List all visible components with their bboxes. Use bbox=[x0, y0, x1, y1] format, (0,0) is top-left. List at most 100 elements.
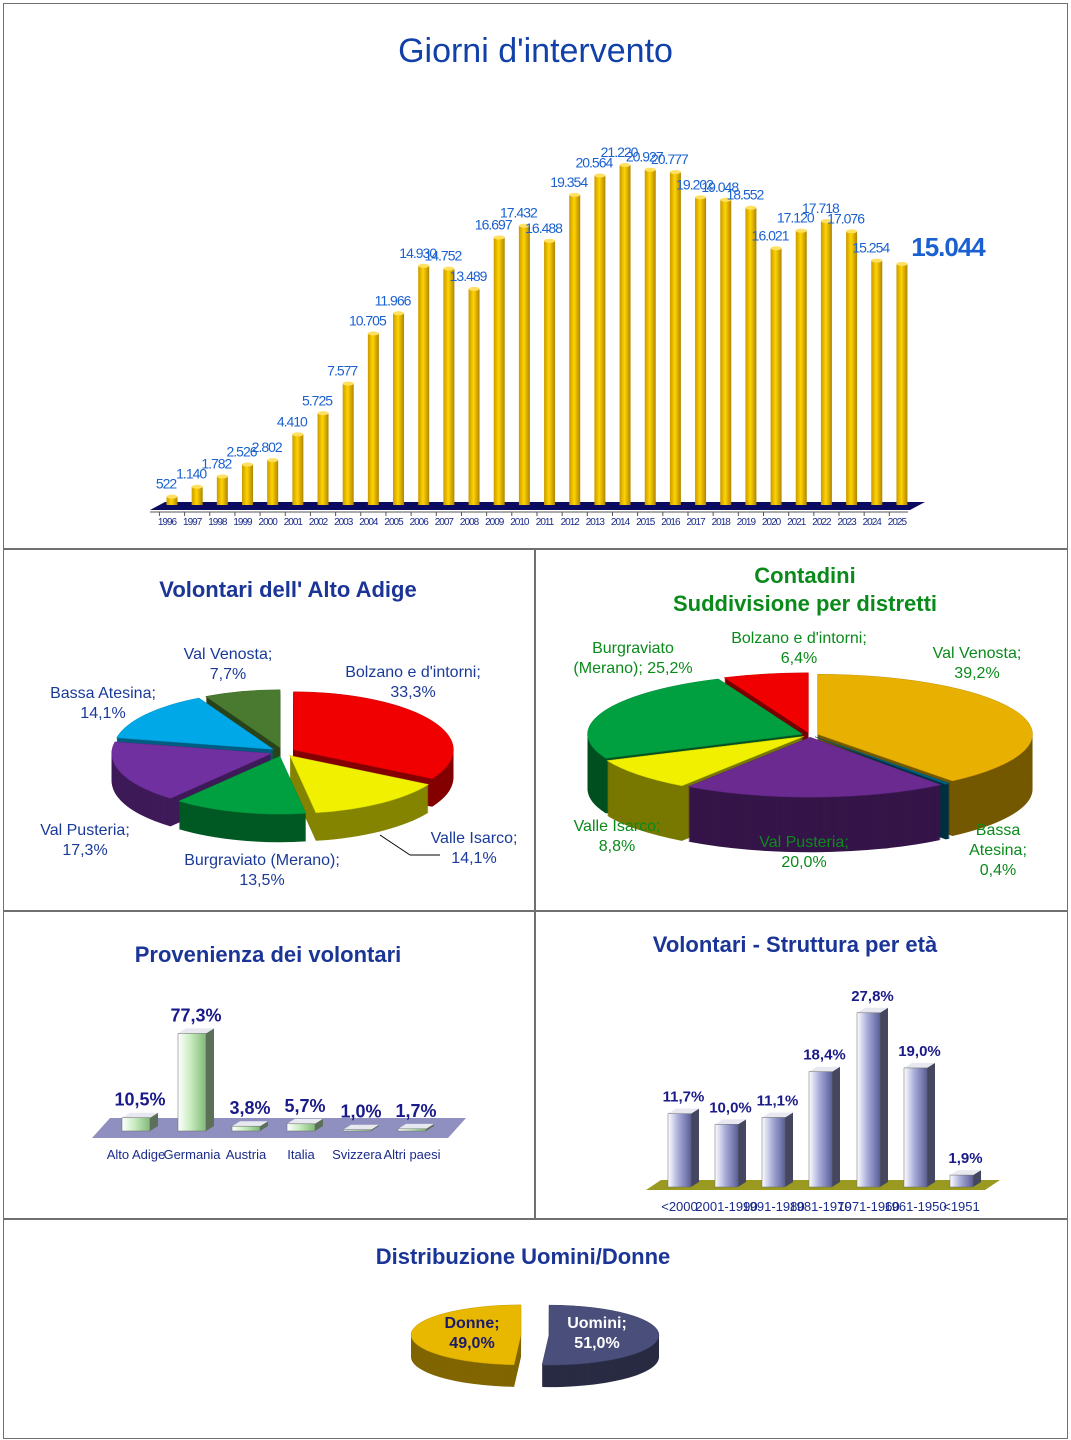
bar-top bbox=[122, 1112, 158, 1118]
bar bbox=[397, 1128, 427, 1132]
x-tick-label: 2021 bbox=[787, 517, 807, 528]
data-label: 5.725 bbox=[302, 392, 333, 408]
pie-slice bbox=[606, 736, 804, 787]
x-tick-label: 2016 bbox=[661, 517, 681, 528]
bar bbox=[468, 288, 480, 505]
pie-label: Valle Isarco8,8% bbox=[574, 817, 661, 857]
bar bbox=[903, 1067, 928, 1188]
data-label: 13.489 bbox=[450, 268, 488, 284]
pie-label: Val Venosta7,7% bbox=[184, 645, 273, 685]
bar-top bbox=[619, 163, 631, 167]
bar bbox=[770, 248, 782, 505]
chart-floor bbox=[150, 502, 925, 510]
pie-slice bbox=[687, 736, 942, 798]
bar-top bbox=[594, 173, 606, 178]
pie-slice bbox=[817, 674, 1033, 782]
data-label: 2.526 bbox=[226, 444, 257, 460]
bar-top bbox=[904, 1062, 935, 1068]
contadini-title: Contadini bbox=[754, 563, 856, 588]
bar-top bbox=[569, 192, 581, 197]
x-tick-label: 2002 bbox=[309, 517, 329, 528]
bar-side bbox=[832, 1066, 840, 1187]
bar-top bbox=[292, 432, 304, 437]
bar-top bbox=[242, 462, 254, 467]
bar-top bbox=[367, 331, 379, 336]
bar-top bbox=[343, 1124, 379, 1130]
bar bbox=[317, 413, 329, 505]
bar bbox=[342, 383, 354, 505]
data-label: 15.254 bbox=[852, 240, 890, 256]
bar-top bbox=[871, 258, 883, 263]
bar bbox=[644, 169, 656, 505]
bar-top bbox=[178, 1028, 214, 1034]
pie-slice bbox=[723, 672, 809, 734]
bar-side bbox=[738, 1119, 746, 1187]
bar bbox=[121, 1117, 151, 1132]
x-tick-label: 1991-1980 bbox=[742, 1199, 804, 1214]
bar-top bbox=[493, 235, 505, 240]
bar-top bbox=[393, 311, 405, 316]
x-tick-label: 2014 bbox=[611, 517, 631, 528]
data-label: 77,3% bbox=[170, 1005, 221, 1025]
bar-top bbox=[950, 1170, 981, 1176]
bar-top bbox=[317, 411, 329, 416]
bar-side bbox=[973, 1170, 981, 1187]
data-label: 14.752 bbox=[424, 248, 462, 264]
bar-side bbox=[206, 1028, 214, 1131]
data-label: 16.488 bbox=[525, 220, 563, 236]
x-tick-label: 1999 bbox=[233, 517, 253, 528]
pie-label: Val Pusteria17,3% bbox=[40, 821, 130, 861]
bar-top bbox=[468, 286, 480, 291]
eta-title: Volontari - Struttura per età bbox=[652, 932, 938, 957]
data-label: 7.577 bbox=[327, 363, 358, 379]
x-tick-label: 2007 bbox=[435, 517, 455, 528]
bar-top bbox=[644, 167, 656, 172]
bar-side bbox=[150, 1112, 158, 1131]
bar-side bbox=[785, 1112, 793, 1187]
data-label: 1,9% bbox=[948, 1150, 982, 1167]
bar bbox=[493, 237, 505, 505]
x-tick-label: Austria bbox=[226, 1147, 267, 1162]
bar bbox=[418, 265, 430, 505]
bar-top bbox=[166, 494, 178, 499]
x-tick-label: 2011 bbox=[536, 517, 555, 528]
pie-label: Bassa Atesina14,1% bbox=[50, 684, 156, 724]
data-label: 10,5% bbox=[114, 1090, 165, 1110]
bar bbox=[231, 1125, 261, 1132]
data-label: 10.705 bbox=[349, 312, 387, 328]
data-label: 20.777 bbox=[651, 151, 689, 167]
bar-top bbox=[745, 205, 757, 210]
bar-side bbox=[426, 1123, 434, 1131]
bar-top bbox=[398, 1123, 434, 1129]
pie-label: Bolzano e d'intorni6,4% bbox=[731, 629, 867, 669]
bar bbox=[177, 1033, 207, 1132]
x-tick-label: Alto Adige bbox=[107, 1147, 166, 1162]
bar-top bbox=[720, 197, 732, 202]
bar-top bbox=[762, 1112, 793, 1118]
data-label: 19.354 bbox=[550, 174, 588, 190]
x-tick-label: 1998 bbox=[208, 517, 228, 528]
pie-slice bbox=[177, 755, 307, 815]
data-label: 11,7% bbox=[663, 1089, 705, 1106]
bar bbox=[745, 207, 757, 505]
pie-label: Donne49,0% bbox=[444, 1314, 499, 1354]
pie-label: Uomini51,0% bbox=[567, 1314, 627, 1354]
x-tick-label: 2022 bbox=[812, 517, 832, 528]
x-tick-label: <2000 bbox=[661, 1199, 698, 1214]
pie-slice bbox=[541, 1304, 660, 1366]
bar bbox=[367, 333, 379, 505]
pie-label: Burgraviato (Merano)13,5% bbox=[184, 851, 340, 891]
bar-top bbox=[820, 219, 832, 224]
bar bbox=[393, 313, 405, 505]
main-chart-title: Giorni d'intervento bbox=[398, 32, 673, 70]
x-tick-label: 2013 bbox=[586, 517, 606, 528]
x-tick-label: 2004 bbox=[359, 517, 379, 528]
bar bbox=[518, 225, 530, 506]
data-label: 18.552 bbox=[726, 187, 764, 203]
outer-frame bbox=[3, 3, 1068, 1439]
data-label-highlight: 15.044 bbox=[911, 232, 986, 262]
bar-top bbox=[668, 1108, 699, 1114]
data-label: 16.697 bbox=[475, 216, 513, 232]
bar-top bbox=[267, 458, 279, 463]
x-tick-label: 2025 bbox=[888, 517, 908, 528]
